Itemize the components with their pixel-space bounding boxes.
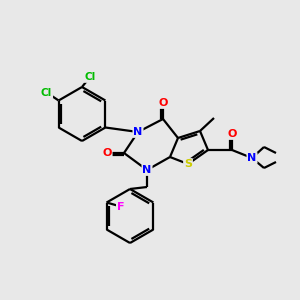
Text: O: O	[158, 98, 168, 108]
Text: S: S	[184, 159, 192, 169]
Text: O: O	[227, 129, 237, 139]
Text: Cl: Cl	[84, 72, 96, 82]
Text: F: F	[117, 202, 124, 212]
Text: N: N	[134, 127, 142, 137]
Text: Cl: Cl	[41, 88, 52, 98]
Text: N: N	[248, 153, 256, 163]
Text: N: N	[142, 165, 152, 175]
Text: O: O	[102, 148, 112, 158]
